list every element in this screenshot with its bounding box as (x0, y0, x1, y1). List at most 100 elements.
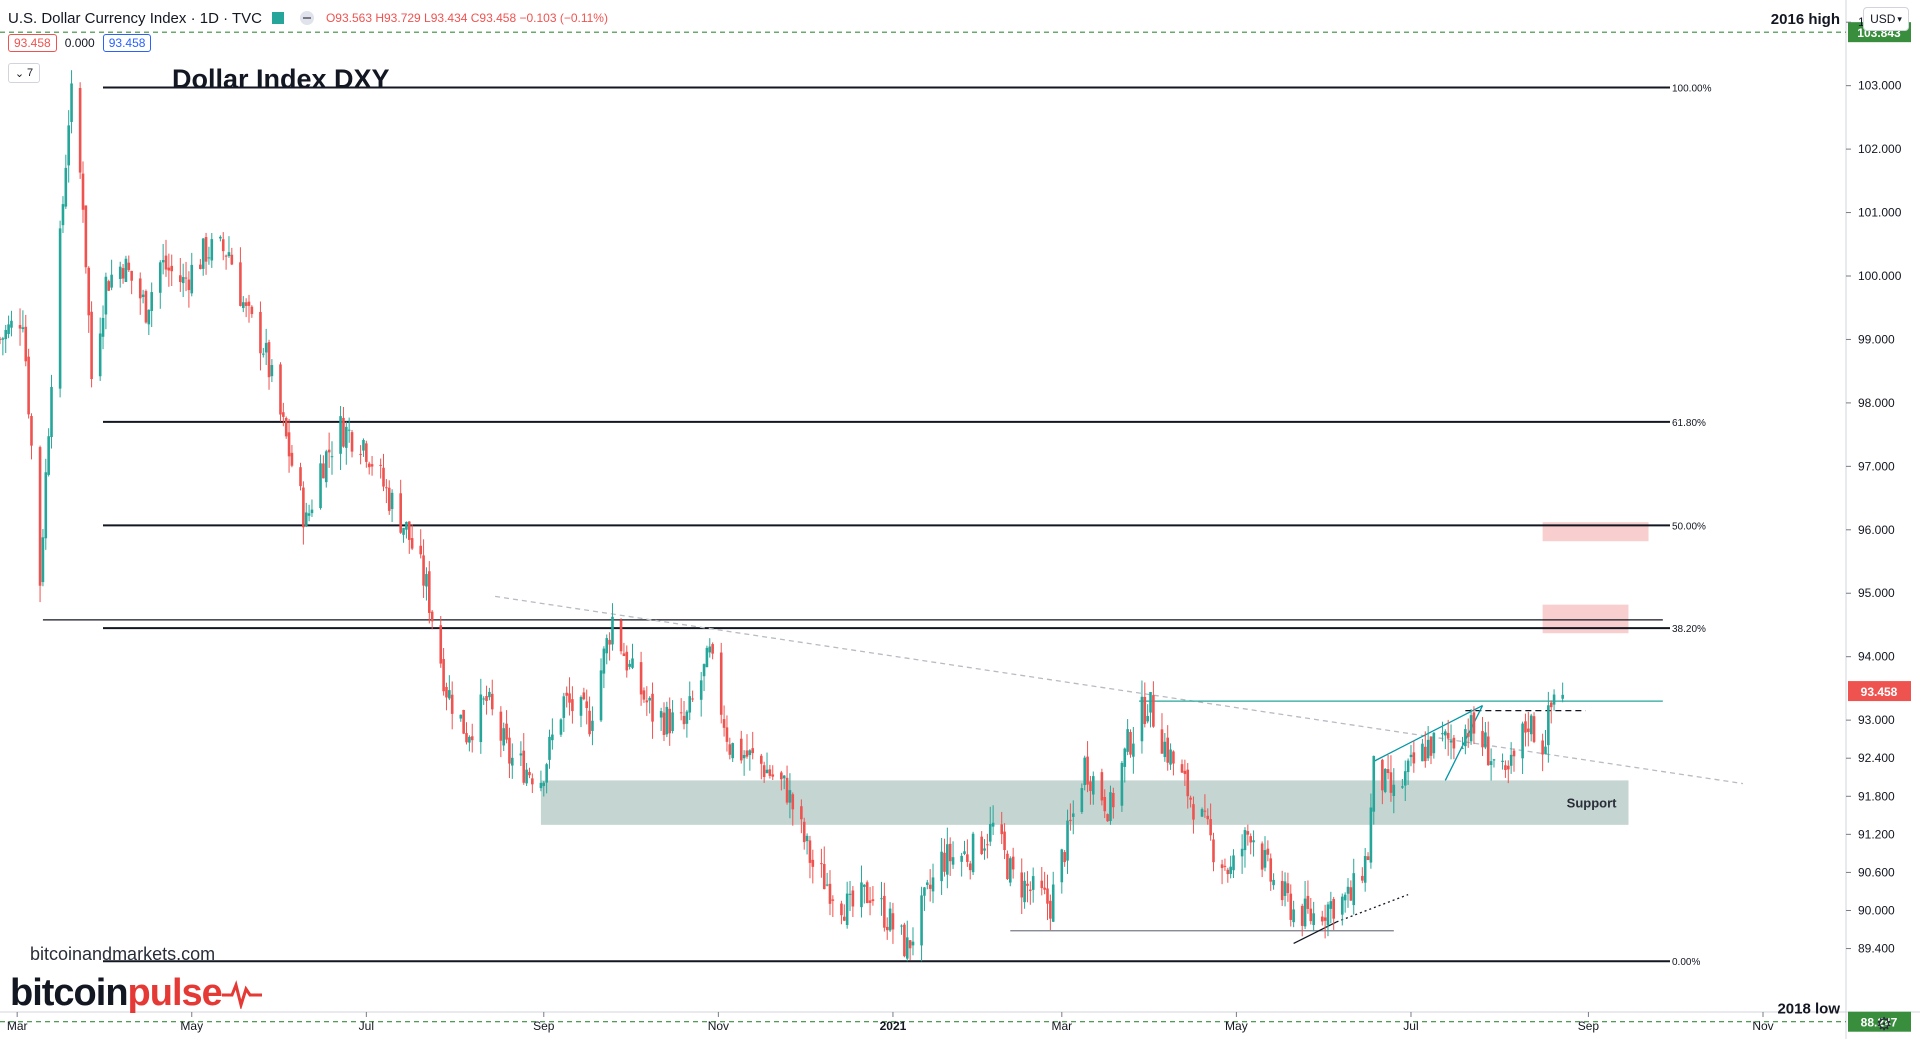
candle-body (150, 292, 153, 311)
candle-body (399, 493, 402, 533)
candle-body (1309, 908, 1313, 922)
buy-price-box[interactable]: 93.458 (102, 34, 152, 52)
candle-body (58, 228, 62, 389)
candle-body (38, 447, 42, 586)
candle-body (322, 463, 325, 479)
candle-body (1349, 887, 1353, 901)
candle-body (1300, 905, 1304, 926)
hide-icon[interactable] (299, 11, 314, 25)
candle-body (1272, 879, 1275, 886)
candle-body (87, 267, 91, 316)
candle-body (1129, 732, 1132, 755)
candle-body (905, 937, 909, 959)
candle-body (1524, 721, 1527, 733)
candle-body (130, 270, 133, 281)
candle-body (1146, 715, 1149, 722)
candle-body (1352, 873, 1356, 906)
currency-button[interactable]: USD ▾ (1863, 7, 1909, 31)
candle-body (1, 338, 5, 340)
candle-body (759, 755, 763, 764)
candle-body (605, 638, 609, 654)
candle-body (18, 325, 22, 329)
candle-body (528, 772, 531, 776)
candle-body (118, 266, 122, 279)
candle-body (805, 835, 809, 842)
candle-body (628, 663, 631, 667)
candle-body (279, 364, 282, 415)
candle-body (1040, 880, 1044, 889)
candles (0, 70, 1564, 962)
candle-body (181, 277, 185, 284)
candle-body (505, 723, 508, 740)
candle-body (1340, 896, 1344, 915)
trend-line (1336, 894, 1409, 923)
candle-body (785, 777, 789, 803)
candle-body (402, 527, 405, 535)
candle-body (1343, 894, 1347, 901)
candle-body (161, 260, 165, 263)
indicators-collapse-button[interactable]: ⌄ 7 (8, 63, 40, 83)
candle-body (1432, 732, 1436, 754)
candle-body (1361, 875, 1364, 881)
candle-body (327, 449, 331, 453)
trend-line (1293, 921, 1337, 945)
candle-body (387, 487, 391, 511)
price-tick-label: 97.000 (1858, 459, 1895, 473)
candle-body (645, 700, 649, 703)
candle-body (611, 616, 614, 645)
logo-text-part2: pulse (127, 972, 223, 1014)
symbol-title[interactable]: U.S. Dollar Currency Index · 1D · TVC (8, 9, 262, 27)
candle-body (802, 821, 806, 843)
candle-body (1011, 856, 1015, 870)
candle-body (1366, 856, 1370, 861)
candle-body (923, 887, 926, 896)
candle-body (705, 647, 709, 668)
candle-body (725, 727, 729, 742)
candle-body (1123, 748, 1127, 767)
candle-body (1326, 904, 1330, 926)
candle-body (1381, 759, 1384, 791)
candle-body (860, 882, 863, 908)
price-tick-label: 95.000 (1858, 586, 1895, 600)
time-tick-label: May (180, 1019, 203, 1033)
candle-body (239, 262, 242, 306)
candle-body (811, 859, 815, 867)
candle-body (365, 443, 368, 462)
price-tick-label: 100.000 (1858, 269, 1902, 283)
candle-body (259, 311, 262, 354)
candle-body (465, 733, 468, 743)
sell-price-box[interactable]: 93.458 (8, 34, 57, 52)
candle-body (682, 715, 686, 725)
candle-body (470, 736, 474, 741)
candle-body (244, 302, 248, 306)
candle-body (731, 743, 734, 759)
candle-body (880, 898, 883, 900)
chevron-down-icon: ▾ (1897, 13, 1902, 24)
candle-body (1249, 836, 1253, 843)
candle-body (1132, 743, 1135, 757)
candle-body (379, 464, 382, 466)
candle-body (943, 852, 946, 872)
candle-body (141, 294, 145, 297)
candle-body (1286, 883, 1290, 894)
candle-body (1232, 855, 1235, 871)
candle-body (699, 680, 703, 700)
candle-body (499, 711, 503, 741)
candle-body (230, 254, 234, 265)
price-tick-label: 103.000 (1858, 79, 1902, 93)
candle-body (983, 848, 986, 851)
candle-body (1532, 716, 1536, 742)
pulse-icon (221, 979, 262, 1009)
gear-icon[interactable]: ⚙ (1876, 1014, 1893, 1034)
candle-body (479, 694, 483, 743)
candle-body (428, 571, 431, 613)
candle-body (1372, 756, 1376, 812)
candle-body (144, 290, 148, 323)
candle-body (10, 320, 13, 328)
time-tick-label: Nov (1752, 1019, 1773, 1033)
candle-body (167, 267, 171, 271)
candle-body (980, 836, 983, 854)
candle-body (1464, 729, 1467, 747)
candle-body (1312, 913, 1315, 926)
